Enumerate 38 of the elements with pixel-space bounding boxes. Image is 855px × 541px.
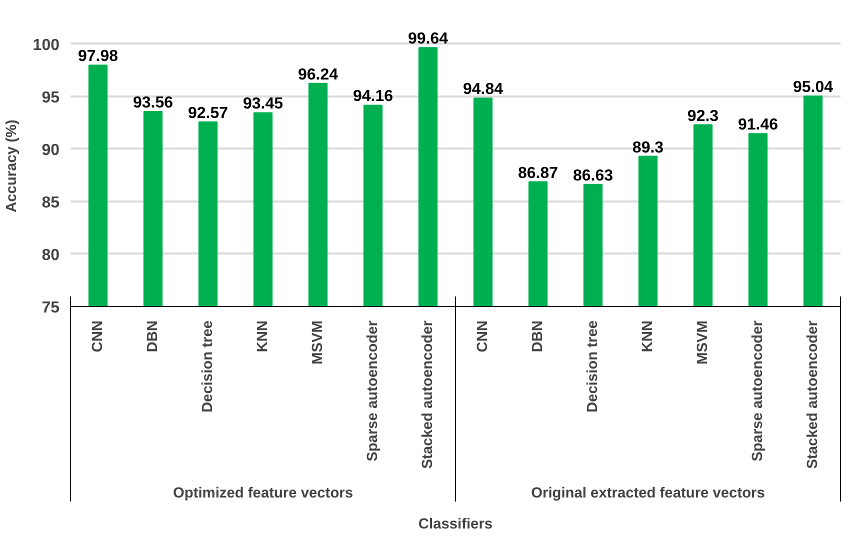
y-tick-label: 80 bbox=[42, 246, 60, 264]
data-label: 93.45 bbox=[242, 96, 284, 113]
x-tick-label: Sparse autoencoder bbox=[365, 320, 381, 462]
data-label: 99.64 bbox=[408, 30, 448, 48]
x-tick-label: Stacked autoencoder bbox=[420, 320, 436, 469]
y-tick-label: 100 bbox=[32, 36, 60, 54]
x-tick-label: MSVM bbox=[695, 320, 711, 364]
y-tick-label: 85 bbox=[42, 194, 60, 212]
x-tick-label: CNN bbox=[90, 320, 106, 352]
data-label: 92.3 bbox=[687, 108, 719, 125]
y-tick-label: 95 bbox=[42, 89, 60, 106]
x-axis-title: Classifiers bbox=[418, 516, 493, 532]
data-label: 86.87 bbox=[518, 164, 558, 182]
data-label: 97.98 bbox=[78, 48, 118, 66]
y-axis-title: Accuracy (%) bbox=[4, 119, 20, 212]
x-tick-label: Stacked autoencoder bbox=[805, 320, 821, 469]
text: Original extracted feature vectors bbox=[531, 486, 765, 502]
text: Optimized feature vectors bbox=[173, 486, 353, 502]
x-tick-label: Decision tree bbox=[585, 320, 601, 413]
data-label: 96.24 bbox=[298, 66, 338, 84]
data-label: 91.46 bbox=[738, 116, 778, 134]
data-label: 89.3 bbox=[632, 139, 664, 156]
x-tick-label: MSVM bbox=[310, 320, 326, 364]
x-tick-label: DBN bbox=[530, 320, 546, 352]
x-tick-label: Decision tree bbox=[200, 320, 216, 413]
x-tick-label: KNN bbox=[640, 320, 656, 352]
y-tick-label: 90 bbox=[42, 142, 60, 159]
data-label: 93.56 bbox=[132, 94, 174, 112]
data-label: 94.84 bbox=[462, 81, 504, 98]
x-tick-label: DBN bbox=[145, 320, 161, 352]
data-label: 92.57 bbox=[188, 104, 228, 122]
data-label: 86.63 bbox=[572, 167, 614, 184]
data-label: 94.16 bbox=[352, 88, 394, 106]
x-tick-label: KNN bbox=[255, 320, 271, 352]
x-tick-label: CNN bbox=[475, 320, 491, 352]
y-tick-label: 75 bbox=[42, 300, 60, 316]
x-tick-label: Sparse autoencoder bbox=[750, 320, 766, 462]
data-label: 95.04 bbox=[792, 78, 834, 96]
